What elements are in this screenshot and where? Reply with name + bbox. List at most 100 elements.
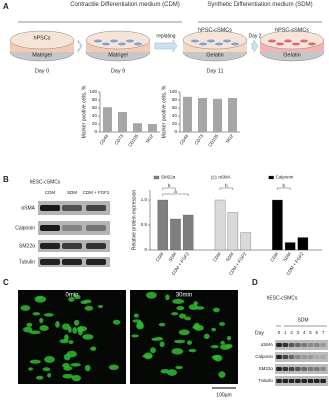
cell xyxy=(131,334,139,338)
cell xyxy=(199,42,207,46)
bar xyxy=(170,218,181,251)
row-label: SM22α xyxy=(19,243,35,249)
legend-label: αSMA xyxy=(218,175,230,180)
cell xyxy=(188,304,199,310)
day-label: Day xyxy=(255,330,264,336)
bar xyxy=(214,199,226,251)
x-tick-label: NG2 xyxy=(225,133,235,144)
day-number: 6 xyxy=(316,330,319,335)
blot-band xyxy=(276,379,282,383)
cell xyxy=(226,335,232,341)
cell xyxy=(178,329,190,336)
row-label: Calponin xyxy=(15,225,35,231)
cell xyxy=(35,375,44,380)
blot-band xyxy=(86,225,106,231)
x-tick-label: CDM xyxy=(155,251,165,262)
dish-cells: hPSC-sSMCs xyxy=(275,27,309,33)
cell xyxy=(268,39,276,43)
dish-substrate: Matrigel xyxy=(108,52,128,58)
blot-band xyxy=(307,379,314,383)
y-axis-label: Marker positive cells, % xyxy=(161,85,167,138)
cell xyxy=(29,330,41,335)
cell xyxy=(94,39,102,43)
x-tick-label: SDM xyxy=(225,251,235,262)
x-tick-label: CD73 xyxy=(194,133,205,146)
arrow xyxy=(251,39,259,53)
cdm-header: Contractile Differentiation medium (CDM) xyxy=(70,2,180,8)
cell xyxy=(26,322,33,327)
blot-band xyxy=(320,367,326,371)
cell xyxy=(29,359,41,364)
cell xyxy=(178,313,187,319)
cell xyxy=(42,367,51,372)
blot-band xyxy=(62,225,82,231)
row-label: αSMA xyxy=(21,205,35,211)
x-tick-label: CD73 xyxy=(114,133,125,146)
blot-band xyxy=(282,343,289,347)
treatment-label: SDM xyxy=(297,317,308,323)
cell xyxy=(66,350,77,358)
cell xyxy=(159,341,165,348)
blot-band xyxy=(307,355,314,359)
bar xyxy=(297,237,309,251)
x-tick-label: CDM xyxy=(212,251,222,262)
blot-band xyxy=(86,259,106,265)
blot-band xyxy=(307,367,314,371)
row-label: Calponin xyxy=(255,354,273,359)
cell xyxy=(174,339,186,344)
cell xyxy=(184,316,191,321)
sig-bracket xyxy=(277,187,291,190)
cell xyxy=(39,325,49,332)
row-label: Tubulin xyxy=(258,378,273,383)
micrograph xyxy=(18,290,126,384)
cell xyxy=(215,42,223,46)
blot-group: hESC-cSMCs xyxy=(30,179,61,185)
cell xyxy=(126,39,134,43)
x-tick-label: CD105 xyxy=(207,133,219,148)
blot-band xyxy=(320,343,326,347)
blot-band xyxy=(40,259,60,265)
cell xyxy=(59,339,69,344)
blot-band xyxy=(86,205,106,211)
cell xyxy=(68,340,74,345)
dish-substrate: Gelatin xyxy=(283,52,300,58)
blot-band xyxy=(288,367,295,371)
row-label: SM22α xyxy=(259,366,274,371)
cell xyxy=(73,319,80,326)
dish-cells: hPSC-cSMCs xyxy=(198,27,232,33)
blot-strip xyxy=(275,340,328,350)
cell xyxy=(82,334,94,340)
bar xyxy=(198,98,207,132)
y-tick-label: 40 xyxy=(172,113,178,118)
bar xyxy=(103,107,112,132)
blot-band xyxy=(295,367,301,371)
cell xyxy=(203,333,210,340)
arrow-label: replating xyxy=(156,33,175,39)
y-tick-label: 0 xyxy=(144,247,147,252)
cell xyxy=(84,305,94,311)
legend-swatch xyxy=(268,175,274,180)
cell xyxy=(300,39,308,43)
bar xyxy=(240,232,251,251)
blot-band xyxy=(320,355,326,359)
blot-band xyxy=(314,379,320,383)
blot-band xyxy=(301,343,307,347)
x-tick-label: NG2 xyxy=(145,133,155,144)
cell xyxy=(61,323,71,330)
micrograph xyxy=(130,290,238,384)
y-tick-label: 100 xyxy=(89,89,97,94)
y-tick-label: 100 xyxy=(169,89,177,94)
cell xyxy=(175,365,183,370)
dish-top xyxy=(85,30,151,50)
day-number: 1 xyxy=(284,330,287,335)
y-tick-label: 0 xyxy=(174,129,177,134)
cell xyxy=(22,326,33,333)
blot-band xyxy=(288,343,295,347)
cell xyxy=(165,294,170,301)
blot-band xyxy=(276,367,282,371)
y-tick-label: 1.0 xyxy=(141,197,148,202)
y-tick-label: 80 xyxy=(92,97,98,102)
y-tick-label: 20 xyxy=(92,121,98,126)
